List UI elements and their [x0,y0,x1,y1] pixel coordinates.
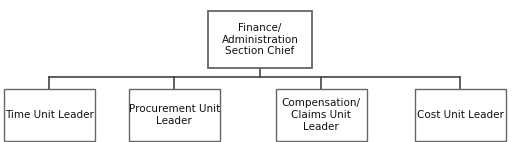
Text: Procurement Unit
Leader: Procurement Unit Leader [128,104,220,126]
FancyBboxPatch shape [4,89,95,141]
FancyBboxPatch shape [415,89,505,141]
FancyBboxPatch shape [129,89,219,141]
Text: Compensation/
Claims Unit
Leader: Compensation/ Claims Unit Leader [282,98,361,132]
Text: Finance/
Administration
Section Chief: Finance/ Administration Section Chief [222,23,298,56]
Text: Time Unit Leader: Time Unit Leader [5,110,94,120]
FancyBboxPatch shape [208,11,312,68]
FancyBboxPatch shape [276,89,367,141]
Text: Cost Unit Leader: Cost Unit Leader [417,110,504,120]
